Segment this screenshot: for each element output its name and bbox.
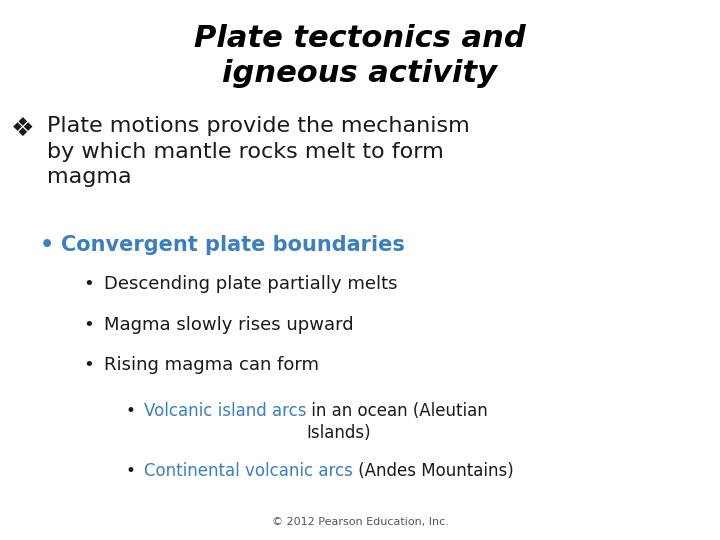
Text: Plate motions provide the mechanism
by which mantle rocks melt to form
magma: Plate motions provide the mechanism by w… xyxy=(47,116,469,187)
Text: •: • xyxy=(83,275,94,293)
Text: Magma slowly rises upward: Magma slowly rises upward xyxy=(104,316,354,334)
Text: Convergent plate boundaries: Convergent plate boundaries xyxy=(61,235,405,255)
Text: •: • xyxy=(40,235,54,255)
Text: in an ocean (Aleutian
Islands): in an ocean (Aleutian Islands) xyxy=(307,402,488,442)
Text: Descending plate partially melts: Descending plate partially melts xyxy=(104,275,398,293)
Text: Plate tectonics and
igneous activity: Plate tectonics and igneous activity xyxy=(194,24,526,88)
Text: •: • xyxy=(126,402,136,420)
Text: •: • xyxy=(83,356,94,374)
Text: •: • xyxy=(83,316,94,334)
Text: Rising magma can form: Rising magma can form xyxy=(104,356,320,374)
Text: •: • xyxy=(126,462,136,480)
Text: Continental volcanic arcs: Continental volcanic arcs xyxy=(144,462,353,480)
Text: (Andes Mountains): (Andes Mountains) xyxy=(353,462,513,480)
Text: ❖: ❖ xyxy=(11,116,35,142)
Text: Volcanic island arcs: Volcanic island arcs xyxy=(144,402,307,420)
Text: © 2012 Pearson Education, Inc.: © 2012 Pearson Education, Inc. xyxy=(271,516,449,526)
